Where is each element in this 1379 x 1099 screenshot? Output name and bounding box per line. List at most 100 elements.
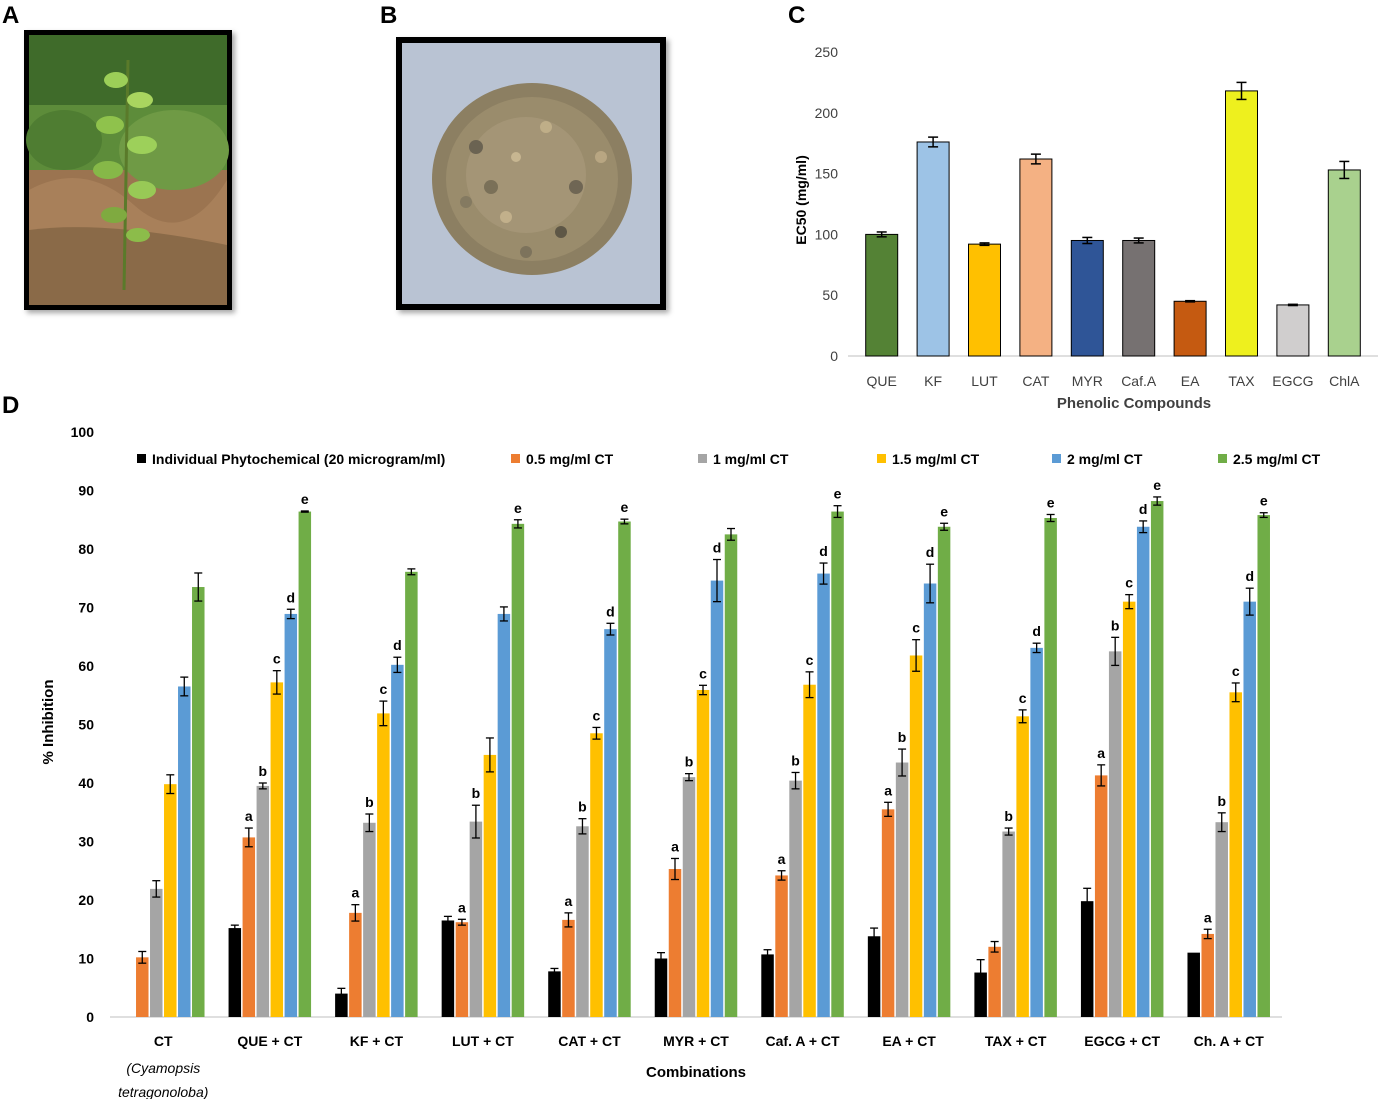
panel-d-bar	[937, 526, 951, 1017]
panel-c-bar	[1276, 304, 1310, 357]
panel-d-significance-letter: d	[926, 544, 935, 560]
panel-d-bar	[1201, 933, 1214, 1017]
panel-d-bar	[867, 936, 881, 1017]
panel-d-significance-letter: b	[259, 763, 268, 779]
panel-d-letter: D	[2, 392, 20, 419]
panel-d-bar	[881, 809, 895, 1017]
panel-d-legend-label: 1 mg/ml CT	[713, 451, 789, 467]
panel-c-ytick-label: 250	[815, 44, 839, 60]
panel-d-bar	[668, 868, 682, 1017]
panel-d-significance-letter: d	[287, 589, 296, 605]
panel-d-bar	[1016, 716, 1029, 1017]
panel-d-bar	[228, 928, 242, 1017]
panel-c-category-label: Caf.A	[1121, 373, 1157, 389]
panel-d-bar	[469, 821, 483, 1017]
panel-d-significance-letter: d	[819, 543, 828, 559]
panel-d-significance-letter: e	[1153, 477, 1161, 493]
panel-d-significance-letter: c	[379, 681, 387, 697]
panel-d-significance-letter: d	[1032, 623, 1041, 639]
panel-d-significance-letter: d	[393, 637, 402, 653]
panel-d-significance-letter: a	[1097, 745, 1105, 761]
panel-d-bar	[604, 629, 617, 1017]
panel-d-ytick-label: 70	[78, 600, 94, 616]
panel-d-significance-letter: a	[565, 893, 573, 909]
panel-c-ylabel: EC50 (mg/ml)	[793, 155, 809, 244]
panel-d-significance-letter: c	[912, 620, 920, 636]
panel-c-bar	[1070, 239, 1104, 357]
panel-c-bar	[968, 243, 1001, 357]
panel-d-legend-swatch	[1052, 454, 1061, 463]
panel-c-ytick-label: 150	[815, 166, 839, 182]
panel-d-significance-letter: e	[621, 499, 629, 515]
panel-d-bar	[349, 912, 362, 1017]
panel-d-significance-letter: a	[884, 782, 892, 798]
panel-d-bar	[377, 713, 390, 1017]
panel-d-significance-letter: b	[791, 752, 800, 768]
panel-c-category-label: KF	[924, 373, 942, 389]
panel-d-significance-letter: b	[578, 799, 587, 815]
panel-d-bar	[576, 826, 589, 1017]
panel-d-bar	[831, 511, 844, 1017]
panel-d-category-label: MYR + CT	[663, 1033, 729, 1049]
panel-d-significance-letter: a	[458, 899, 466, 915]
panel-c-ytick-label: 100	[815, 226, 839, 242]
panel-d-bar	[803, 684, 816, 1017]
panel-d-legend-swatch	[877, 454, 886, 463]
panel-d-significance-letter: e	[940, 503, 948, 519]
panel-d-significance-letter: e	[301, 491, 309, 507]
panel-d-bar	[974, 972, 987, 1017]
panel-d-bar	[441, 920, 455, 1017]
panel-d-legend-label: 0.5 mg/ml CT	[526, 451, 614, 467]
panel-d-significance-letter: e	[1047, 494, 1055, 510]
panel-c-ytick-label: 50	[822, 287, 838, 303]
panel-d-significance-letter: d	[606, 603, 615, 619]
panel-d-bar	[284, 613, 298, 1017]
panel-c-category-label: EA	[1181, 373, 1200, 389]
panel-d-ytick-label: 50	[78, 717, 94, 733]
panel-d-bar	[363, 822, 376, 1017]
panel-c-chart: 0 50 100 150 200 250 QUE KF LUT CAT MYR Caf.A EA TAX…	[793, 44, 1378, 412]
panel-d-significance-letter: d	[1139, 501, 1148, 517]
panel-d-category-note: (Cyamopsis	[126, 1060, 200, 1076]
panel-d-significance-letter: b	[1004, 808, 1013, 824]
panel-d-ytick-label: 20	[78, 892, 94, 908]
panel-d-ytick-label: 80	[78, 541, 94, 557]
panel-d-significance-letter: b	[472, 785, 481, 801]
panel-d-bar	[761, 954, 774, 1017]
panel-d-bar	[1136, 526, 1150, 1017]
panel-c-axes: 0 50 100 150 200 250	[815, 44, 1378, 364]
panel-d-bar	[1080, 901, 1094, 1017]
panel-d-bar	[1030, 647, 1043, 1017]
panel-d-bar	[164, 784, 177, 1017]
panel-d-category-label: LUT + CT	[452, 1033, 514, 1049]
panel-c-bar	[1019, 158, 1053, 357]
panel-d-significance-letter: e	[1260, 493, 1268, 509]
panel-c-bar	[916, 141, 950, 357]
panel-d-significance-letter: c	[1125, 575, 1133, 591]
panel-c-category-label: EGCG	[1272, 373, 1313, 389]
seeds-photo	[396, 37, 666, 310]
panel-d-bar	[562, 919, 575, 1017]
panel-d-category-label: QUE + CT	[237, 1033, 302, 1049]
panel-d-legend-swatch	[511, 454, 520, 463]
panel-d-bar	[696, 689, 710, 1017]
panel-d-legend-label: 2 mg/ml CT	[1067, 451, 1143, 467]
panel-c-xlabel: Phenolic Compounds	[1057, 395, 1211, 412]
panel-d-bar	[455, 922, 469, 1017]
panel-d-bar	[391, 664, 404, 1017]
panel-d-ytick-label: 30	[78, 834, 94, 850]
panel-d-bar	[1215, 822, 1228, 1017]
panel-d-legend-swatch	[1218, 454, 1227, 463]
panel-c-bar	[865, 233, 899, 357]
panel-d-ytick-label: 60	[78, 658, 94, 674]
panel-d-bar	[1229, 692, 1242, 1017]
panel-d-category-label: TAX + CT	[985, 1033, 1047, 1049]
panel-d-legend-label: 2.5 mg/ml CT	[1233, 451, 1321, 467]
panel-d-bar	[724, 534, 738, 1017]
panel-c-category-label: MYR	[1072, 373, 1103, 389]
panel-d-bar	[497, 613, 511, 1017]
panel-d-bar	[789, 780, 802, 1017]
panel-d-bar	[590, 733, 603, 1017]
plant-photo	[24, 30, 232, 310]
plant-photo-art	[26, 35, 229, 305]
